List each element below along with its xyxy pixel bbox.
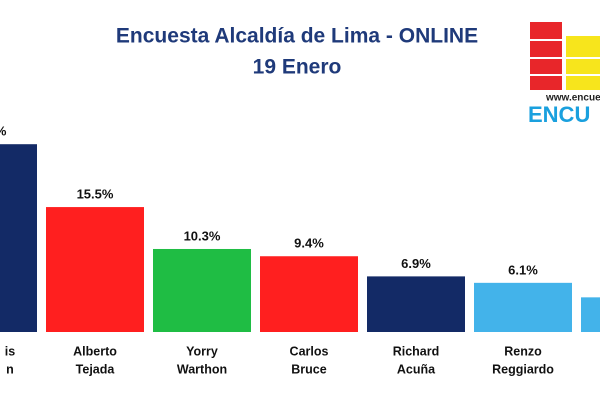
x-tick-label: is	[5, 344, 15, 358]
x-tick-label: Renzo	[504, 344, 542, 358]
bar	[581, 297, 600, 332]
x-tick-label: Tejada	[76, 362, 116, 376]
x-tick-label: Reggiardo	[492, 362, 554, 376]
x-tick-label: Richard	[393, 344, 440, 358]
value-label: 15.5%	[77, 187, 114, 202]
chart-subtitle: 19 Enero	[253, 56, 342, 79]
logo: www.encue ENCU	[528, 22, 600, 127]
bar	[153, 248, 251, 332]
bar	[260, 256, 358, 332]
logo-block	[530, 22, 562, 90]
value-label: 23.3%	[0, 124, 7, 139]
x-tick-label: n	[6, 362, 14, 376]
value-label: 6.9%	[401, 256, 431, 271]
x-tick-label: Carlos	[290, 344, 329, 358]
x-tick-label: Bruce	[291, 362, 326, 376]
chart-title: Encuesta Alcaldía de Lima - ONLINE	[116, 25, 478, 48]
logo-block	[566, 36, 600, 90]
x-tick-label: Alberto	[73, 344, 117, 358]
logo-brand: ENCU	[528, 102, 590, 127]
value-label: 10.3%	[184, 228, 221, 243]
logo-url: www.encue	[545, 93, 600, 104]
value-label: 9.4%	[294, 236, 324, 251]
x-tick-label: Warthon	[177, 362, 227, 376]
bar	[0, 144, 37, 332]
bar	[367, 276, 465, 332]
x-tick-label: Acuña	[397, 362, 436, 376]
bar	[474, 282, 572, 332]
bar	[46, 207, 144, 332]
value-label: 6.1%	[508, 262, 538, 277]
x-tick-label: Yorry	[186, 344, 218, 358]
